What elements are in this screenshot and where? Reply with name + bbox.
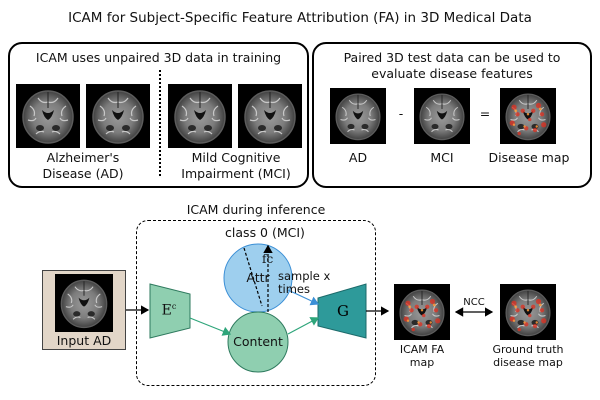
alzheimers-label: Alzheimer's Disease (AD): [42, 150, 124, 181]
ad-test-label: AD: [348, 150, 368, 165]
input-ad-label: Input AD: [56, 333, 112, 348]
mci-label: Mild Cognitive Impairment (MCI): [181, 150, 291, 181]
generator-label: G: [337, 302, 349, 320]
encoder-label: Ec: [154, 302, 184, 319]
minus-sign: -: [398, 106, 404, 121]
encoder-letter: E: [161, 302, 172, 319]
ncc-label: NCC: [463, 297, 485, 308]
arrow-content-to-generator: [287, 317, 320, 335]
encoder-shape: [149, 283, 191, 339]
class-label: class 0 (MCI): [225, 225, 305, 240]
ground-truth-map-image: [498, 284, 558, 340]
inference-title: ICAM during inference: [186, 202, 326, 217]
test-panel: [312, 42, 592, 188]
fc-label: fc: [262, 252, 274, 266]
inference-box: [136, 220, 376, 386]
sample-label: sample x times: [278, 269, 331, 296]
training-divider: [159, 70, 161, 176]
icam-fa-map-label: ICAM FA map: [399, 343, 445, 369]
attr-dashed-diagonal: [243, 247, 263, 307]
generator-shape: [317, 283, 367, 339]
disease-map-label: Disease map: [488, 150, 570, 165]
icam-fa-map-image: [392, 284, 452, 340]
test-panel-title: Paired 3D test data can be used to evalu…: [343, 50, 561, 81]
encoder-superscript: c: [171, 302, 177, 311]
arrow-attr-to-generator: [287, 289, 320, 306]
training-panel: [8, 42, 309, 188]
ground-truth-label: Ground truth disease map: [492, 343, 564, 369]
equals-sign: =: [479, 106, 491, 121]
figure-title: ICAM for Subject-Specific Feature Attrib…: [68, 10, 532, 26]
content-circle: [227, 311, 289, 373]
attr-label: Attr: [246, 270, 270, 285]
arrow-encoder-to-content: [189, 317, 232, 336]
mci-test-label: MCI: [430, 150, 454, 165]
training-panel-title: ICAM uses unpaired 3D data in training: [35, 50, 282, 65]
content-label: Content: [233, 334, 283, 349]
